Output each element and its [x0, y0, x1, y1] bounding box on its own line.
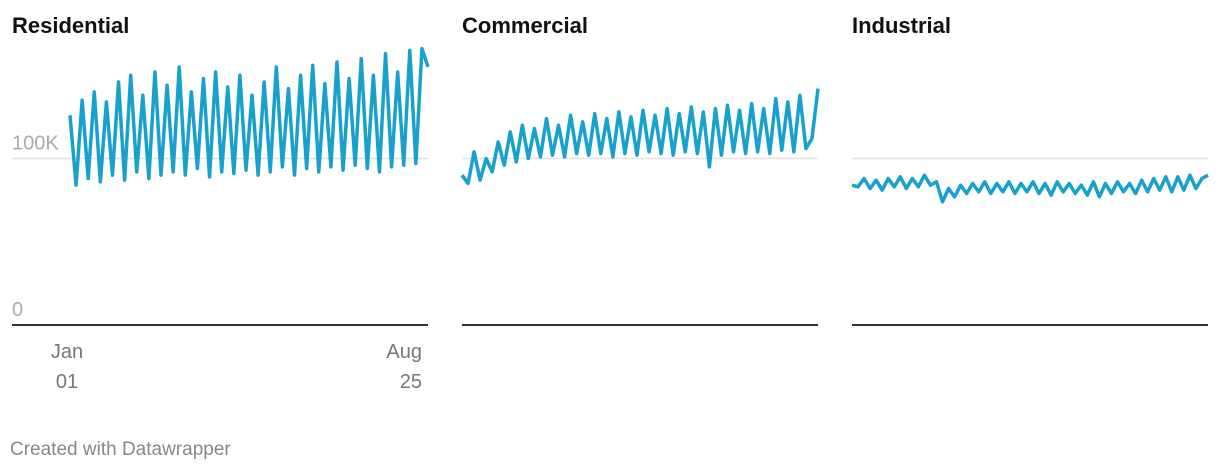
panel-title: Commercial: [462, 13, 588, 38]
series-line: [851, 173, 1209, 204]
x-tick-label: Aug 25: [386, 341, 422, 393]
panel-title: Residential: [12, 13, 129, 38]
panel-title: Industrial: [852, 13, 951, 38]
x-tick-label-box: Jan 01: [50, 341, 84, 393]
y-tick-label: 0: [12, 299, 23, 321]
credit: Created with Datawrapper: [10, 439, 231, 460]
series-line: [68, 46, 430, 187]
y-tick-label: 100K: [12, 133, 59, 155]
series-line: [460, 88, 820, 186]
x-tick-label-box: Aug 25: [386, 341, 422, 393]
x-tick-label: Jan 01: [50, 341, 84, 393]
